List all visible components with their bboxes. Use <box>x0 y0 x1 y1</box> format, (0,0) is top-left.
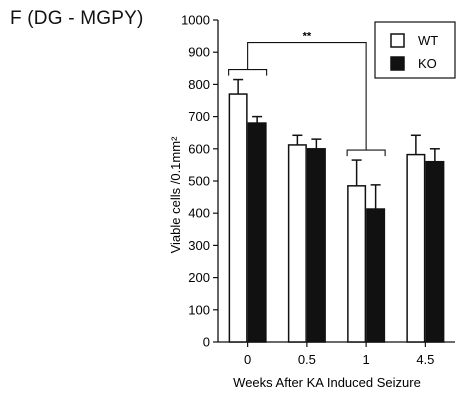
bar-ko-2 <box>366 208 386 343</box>
x-tick-label: 0.5 <box>298 352 316 367</box>
y-tick-label: 100 <box>188 302 210 317</box>
legend: WT KO <box>374 21 456 79</box>
y-tick-label: 700 <box>188 109 210 124</box>
y-axis-title: Viable cells /0.1mm² <box>168 136 183 253</box>
legend-swatch-ko <box>390 56 405 71</box>
legend-label-wt: WT <box>418 33 438 48</box>
bar-ko-3 <box>425 160 445 343</box>
bar-ko-1 <box>306 148 326 343</box>
legend-box <box>374 21 456 79</box>
x-tick-label: 4.5 <box>416 352 434 367</box>
x-axis: 0 0.5 1 4.5 <box>218 341 455 367</box>
significance-bracket <box>228 41 386 157</box>
y-axis: 0 100 200 300 400 500 600 700 800 900 1000 <box>181 13 219 350</box>
x-tick-label: 0 <box>244 352 251 367</box>
y-tick-label: 200 <box>188 270 210 285</box>
bar-wt-3 <box>406 153 426 343</box>
bar-wt-2 <box>347 185 367 343</box>
y-tick-label: 900 <box>188 45 210 60</box>
y-tick-label: 300 <box>188 238 210 253</box>
bars <box>228 93 445 343</box>
error-bars <box>233 78 440 210</box>
bar-ko-0 <box>247 122 267 343</box>
y-tick-label: 600 <box>188 141 210 156</box>
legend-swatch-wt <box>390 33 405 48</box>
y-tick-label: 500 <box>188 174 210 189</box>
bar-wt-0 <box>228 93 248 343</box>
y-tick-label: 0 <box>203 335 210 350</box>
y-tick-label: 1000 <box>181 13 210 28</box>
legend-label-ko: KO <box>418 56 437 71</box>
x-axis-title: Weeks After KA Induced Seizure <box>233 375 421 390</box>
x-tick-label: 1 <box>363 352 370 367</box>
bar-wt-1 <box>287 144 307 343</box>
y-tick-label: 400 <box>188 206 210 221</box>
y-tick-label: 800 <box>188 77 210 92</box>
significance-annotation: ** <box>228 31 386 157</box>
significance-marker: ** <box>303 31 312 43</box>
panel-title: F (DG - MGPY) <box>10 8 144 29</box>
